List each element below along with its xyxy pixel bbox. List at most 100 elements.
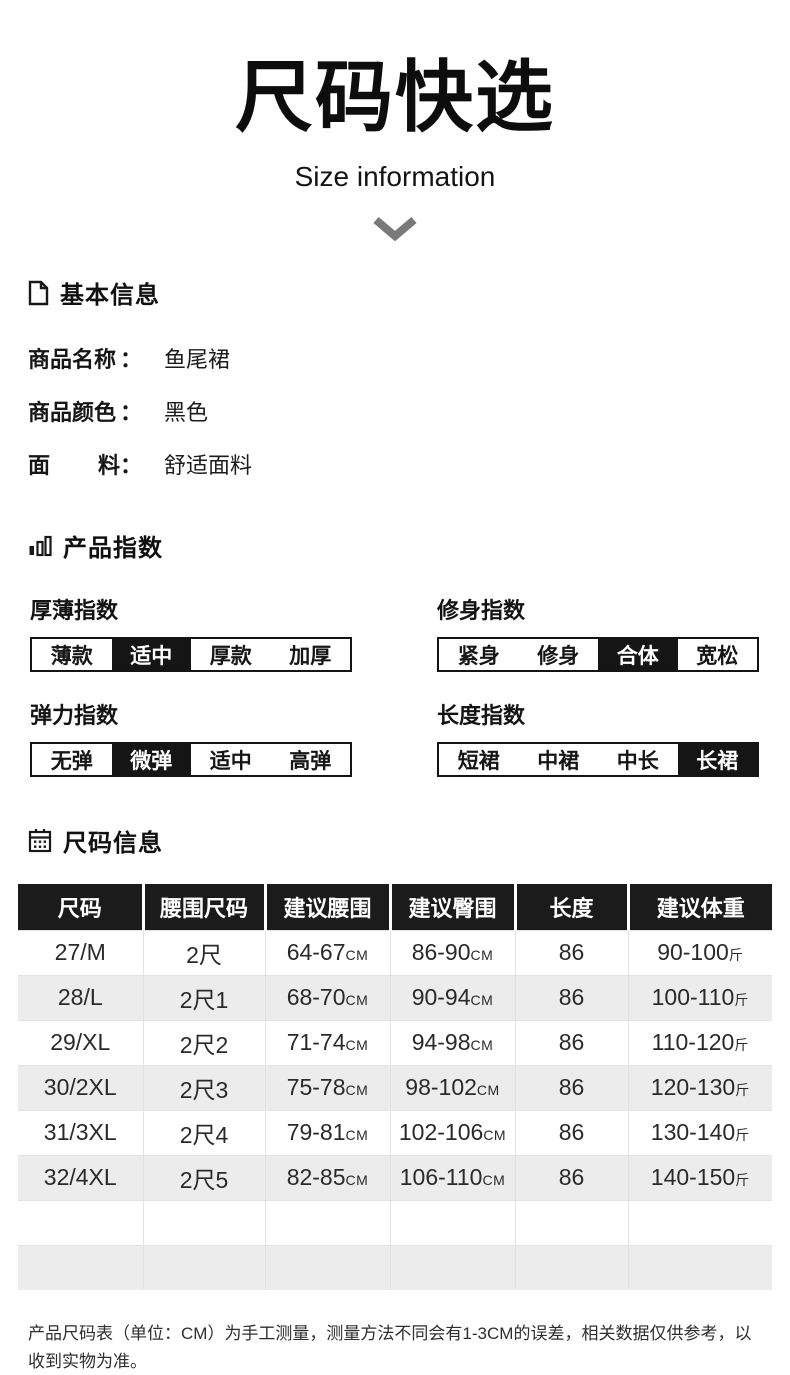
table-cell: 86 (514, 1019, 628, 1066)
index-option: 修身 (537, 644, 580, 668)
unit-label: CM (470, 1037, 494, 1054)
size-table: 尺码 腰围尺码 建议腰围 建议臀围 长度 建议体重 27/M 2尺 64-67CM 86-90C… (18, 884, 772, 1291)
basic-info-list: 商品名称： 鱼尾裙商品颜色 ： 黑色 面料： 舒适面料 (28, 342, 790, 480)
unit-label: 斤 (735, 1172, 750, 1189)
table-cell: 30/2XL (18, 1064, 143, 1111)
index-option-selected: 适中 (111, 639, 191, 671)
unit-label: 斤 (728, 947, 744, 964)
info-row: 商品名称： 鱼尾裙 (28, 342, 790, 374)
size-grid-icon (28, 828, 52, 853)
table-cell (264, 1244, 390, 1291)
table-cell: 31/3XL (18, 1109, 143, 1156)
index-group: 长度指数 短裙 中裙 中长 长裙 (437, 698, 759, 778)
unit-label: CM (345, 1082, 369, 1099)
info-label: 面料： (28, 448, 142, 480)
table-cell: 2尺1 (142, 974, 265, 1021)
table-cell: 90-94CM (389, 974, 515, 1021)
table-cell: 64-67CM (264, 929, 390, 976)
index-option: 适中 (209, 749, 252, 773)
index-option-bar: 紧身 修身 合体 宽松 (437, 637, 759, 673)
index-option: 紧身 (457, 644, 500, 668)
table-cell: 130-140斤 (627, 1109, 772, 1156)
info-label-text: 商品名称 (28, 347, 117, 373)
table-cell (627, 1244, 772, 1291)
table-cell: 94-98CM (389, 1019, 515, 1066)
unit-label: CM (482, 1172, 506, 1189)
table-header-cell: 建议臀围 (388, 884, 515, 931)
table-cell: 86 (514, 929, 628, 976)
index-option: 厚款 (209, 644, 252, 668)
table-row (18, 1199, 772, 1246)
table-cell (142, 1199, 265, 1246)
info-value: 鱼尾裙 (164, 347, 231, 373)
table-cell: 27/M (18, 929, 143, 976)
info-label: 商品名称： (28, 342, 142, 374)
table-cell: 29/XL (18, 1019, 143, 1066)
table-cell: 2尺5 (142, 1154, 265, 1201)
table-row: 30/2XL 2尺3 75-78CM 98-102CM 86 120-130斤 (18, 1064, 772, 1111)
unit-label: 斤 (735, 1127, 750, 1144)
table-cell: 82-85CM (264, 1154, 390, 1201)
table-body: 27/M 2尺 64-67CM 86-90CM 86 90-100斤 28/L 2尺1 68-7… (18, 929, 772, 1291)
table-cell (18, 1199, 143, 1246)
section-title: 产品指数 (63, 535, 163, 563)
unit-label: 斤 (735, 1082, 750, 1099)
index-group-label: 厚薄指数 (30, 598, 119, 624)
index-option: 无弹 (50, 749, 93, 773)
unit-label: CM (345, 1172, 369, 1189)
table-cell: 32/4XL (18, 1154, 143, 1201)
table-cell (264, 1199, 390, 1246)
index-group-label: 修身指数 (437, 598, 526, 624)
table-cell: 106-110CM (389, 1154, 515, 1201)
table-cell: 100-110斤 (627, 974, 772, 1021)
hero: 尺码快选 Size information (0, 0, 790, 243)
index-option-selected: 长裙 (677, 744, 757, 776)
basic-info-header: 基本信息 (28, 275, 790, 310)
table-cell (514, 1199, 628, 1246)
index-option: 中裙 (537, 749, 580, 773)
table-cell (142, 1244, 265, 1291)
table-row: 31/3XL 2尺4 79-81CM 102-106CM 86 130-140斤 (18, 1109, 772, 1156)
index-option-selected: 微弹 (111, 744, 191, 776)
unit-label: CM (345, 1127, 369, 1144)
bar-chart-icon (28, 534, 52, 558)
index-group: 厚薄指数薄款 适中 厚款 加厚 (30, 593, 352, 673)
unit-label: CM (470, 947, 494, 964)
basic-info-section: 基本信息 商品名称： 鱼尾裙商品颜色 ： 黑色 面料： 舒适面料 (28, 275, 790, 480)
table-cell: 120-130斤 (627, 1064, 772, 1111)
table-cell: 86 (514, 1109, 628, 1156)
table-row (18, 1244, 772, 1291)
table-cell: 68-70CM (264, 974, 390, 1021)
index-option-selected: 合体 (598, 639, 678, 671)
unit-label: CM (483, 1127, 507, 1144)
table-cell: 2尺 (142, 929, 265, 976)
table-row: 29/XL 2尺2 71-74CM 94-98CM 86 110-120斤 (18, 1019, 772, 1066)
unit-label: CM (476, 1082, 500, 1099)
info-label-text: 商品颜色 (28, 400, 117, 426)
table-header-cell: 建议体重 (626, 884, 772, 931)
table-cell: 90-100斤 (627, 929, 772, 976)
unit-label: 斤 (734, 992, 749, 1009)
table-cell: 2尺3 (142, 1064, 265, 1111)
table-cell (627, 1199, 772, 1246)
table-cell: 86 (514, 974, 628, 1021)
table-cell (18, 1244, 143, 1291)
index-group: 弹力指数 无弹 微弹 适中 高弹 (30, 698, 352, 778)
product-index-section: 产品指数 厚薄指数 薄款 适中 厚款 加厚 修身指数 紧身 修身 合体 宽松 弹力指数 无弹 微弹 适中高… (28, 528, 790, 778)
unit-label: CM (470, 992, 494, 1009)
table-cell: 86-90CM (389, 929, 515, 976)
table-cell: 86 (514, 1064, 628, 1111)
info-label-text: 面料 (28, 453, 120, 479)
footer-note: 产品尺码表（单位：CM）为手工测量，测量方法不同会有1-3CM的误差，相关数据仅… (28, 1324, 752, 1371)
index-option: 薄款 (50, 644, 93, 668)
info-label-colon: ： (120, 453, 143, 479)
table-cell: 2尺2 (142, 1019, 265, 1066)
index-group-label: 长度指数 (437, 703, 526, 729)
index-option: 加厚 (289, 644, 332, 668)
table-row: 27/M 2尺 64-67CM 86-90CM 86 90-100斤 (18, 929, 772, 976)
table-cell: 98-102CM (389, 1064, 515, 1111)
info-value: 舒适面料 (164, 453, 253, 479)
table-cell: 102-106CM (389, 1109, 515, 1156)
info-value: 黑色 (164, 400, 209, 426)
